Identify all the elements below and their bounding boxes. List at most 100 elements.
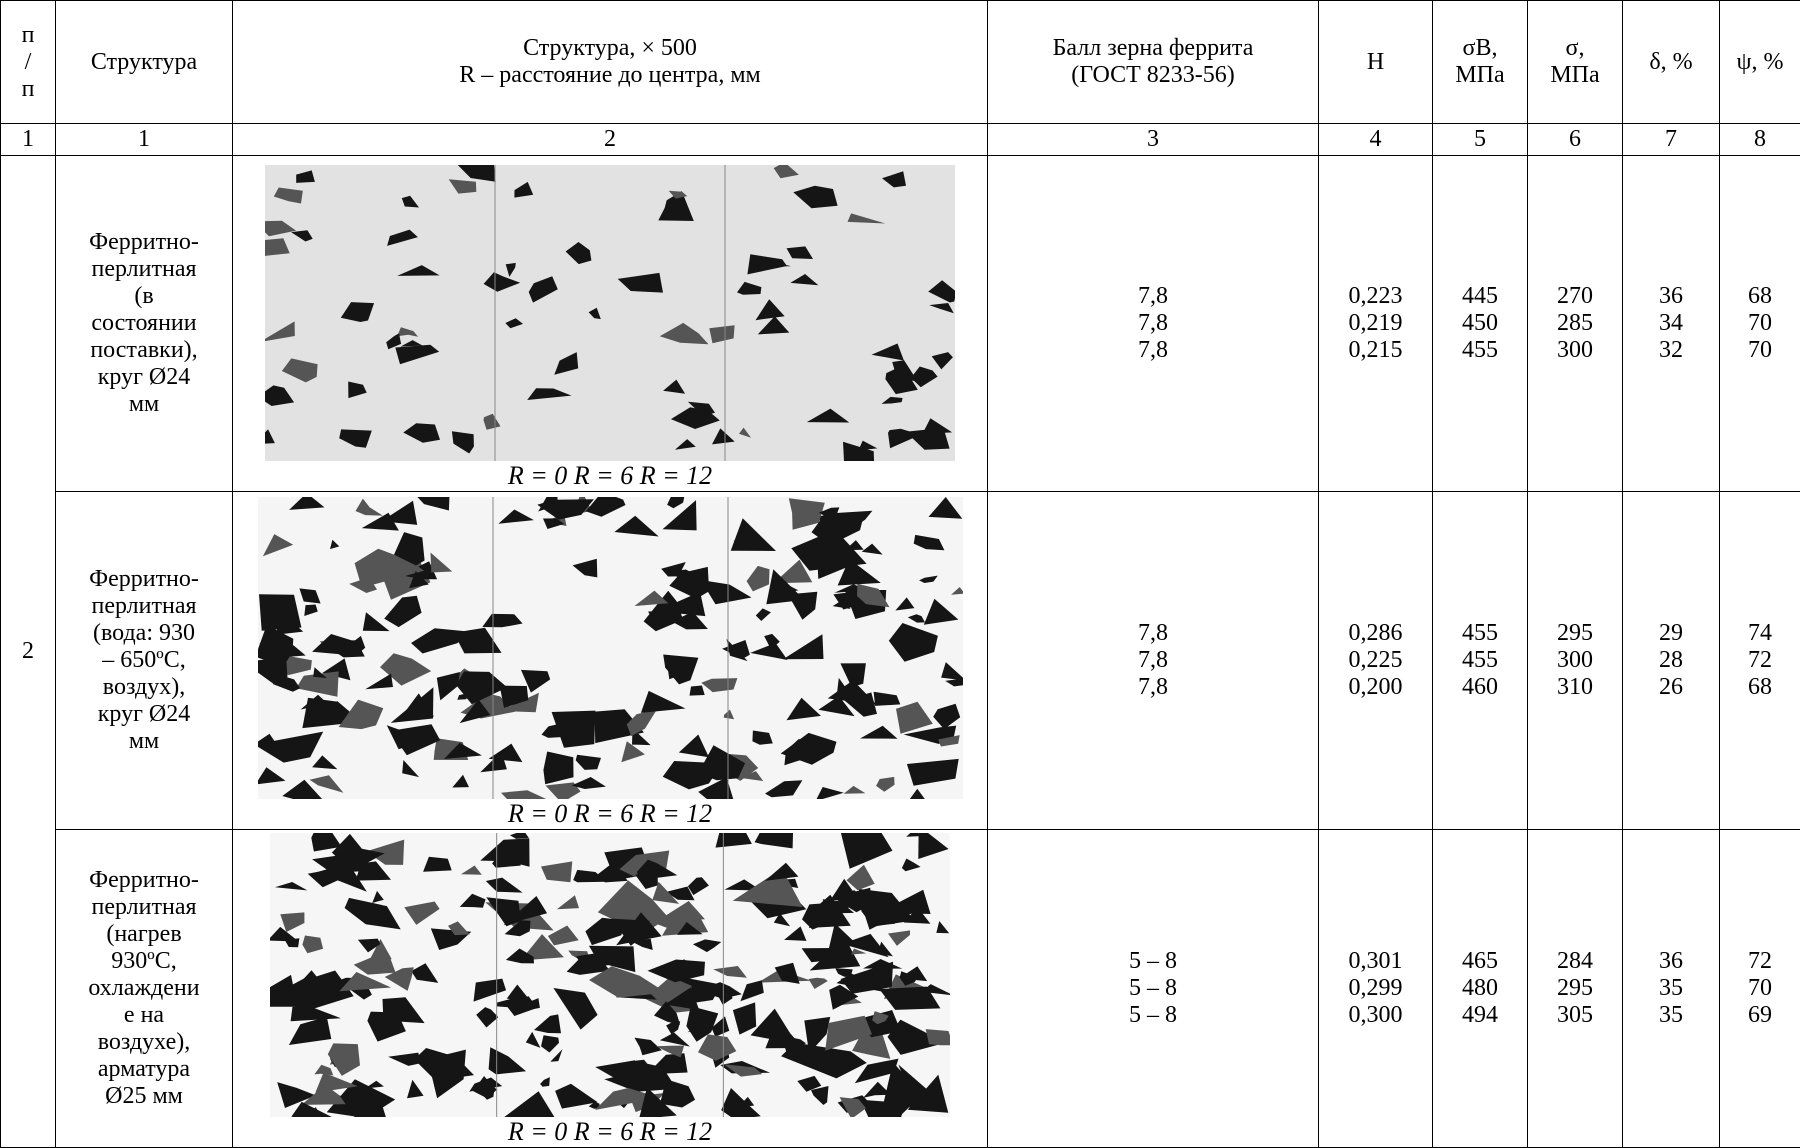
value-text: 300: [1528, 647, 1622, 674]
structure-text: перлитная: [56, 894, 232, 921]
structure-text: (в: [56, 283, 232, 310]
header-cell: δ, %: [1623, 1, 1720, 124]
column-number: 1: [56, 124, 233, 156]
value-text: 455: [1433, 647, 1527, 674]
micrograph: [258, 497, 963, 799]
header-text: Структура, × 500: [233, 35, 987, 62]
structure-text: 930ºС,: [56, 948, 232, 975]
header-text: σВ,: [1433, 35, 1527, 62]
column-number: 4: [1319, 124, 1433, 156]
value-text: 7,8: [988, 647, 1318, 674]
header-cell: σВ,МПа: [1433, 1, 1528, 124]
image-caption: R = 0 R = 6 R = 12: [233, 1117, 987, 1147]
image-cell: R = 0 R = 6 R = 12: [233, 156, 988, 492]
header-text: Балл зерна феррита: [988, 35, 1318, 62]
value-text: 7,8: [988, 620, 1318, 647]
header-cell: Структура: [56, 1, 233, 124]
image-caption: R = 0 R = 6 R = 12: [233, 461, 987, 491]
column-number: 5: [1433, 124, 1528, 156]
structure-text: (нагрев: [56, 921, 232, 948]
value-text: 29: [1623, 620, 1719, 647]
value-text: 480: [1433, 975, 1527, 1002]
structure-text: круг Ø24: [56, 364, 232, 391]
value-text: 70: [1720, 975, 1800, 1002]
value-text: 0,299: [1319, 975, 1432, 1002]
header-text: МПа: [1433, 62, 1527, 89]
value-text: 34: [1623, 310, 1719, 337]
value-text: 68: [1720, 283, 1800, 310]
value-text: 0,300: [1319, 1002, 1432, 1029]
value-text: 32: [1623, 337, 1719, 364]
structure-text: состоянии: [56, 310, 232, 337]
structure-text: е на: [56, 1002, 232, 1029]
value-text: 270: [1528, 283, 1622, 310]
value-text: 35: [1623, 975, 1719, 1002]
value-text: 0,200: [1319, 674, 1432, 701]
structure-text: Ферритно-: [56, 566, 232, 593]
value-text: 0,225: [1319, 647, 1432, 674]
value-text: 36: [1623, 948, 1719, 975]
value-text: 0,286: [1319, 620, 1432, 647]
value-text: 72: [1720, 647, 1800, 674]
value-text: 305: [1528, 1002, 1622, 1029]
value-text: 295: [1528, 975, 1622, 1002]
column-number: 7: [1623, 124, 1720, 156]
value-text: 455: [1433, 620, 1527, 647]
header-cell: Балл зерна феррита(ГОСТ 8233-56): [988, 1, 1319, 124]
structure-text: воздухе),: [56, 1029, 232, 1056]
header-cell: ψ, %: [1720, 1, 1800, 124]
structure-text: мм: [56, 391, 232, 418]
column-number: 3: [988, 124, 1319, 156]
image-cell: R = 0 R = 6 R = 12: [233, 492, 988, 830]
header-text: п: [1, 22, 55, 49]
structure-text: Ø25 мм: [56, 1083, 232, 1110]
structure-text: поставки),: [56, 337, 232, 364]
value-text: 284: [1528, 948, 1622, 975]
column-number: 1: [1, 124, 56, 156]
value-text: 35: [1623, 1002, 1719, 1029]
value-text: 455: [1433, 337, 1527, 364]
value-text: 69: [1720, 1002, 1800, 1029]
header-text: ψ, %: [1720, 49, 1800, 76]
value-text: 494: [1433, 1002, 1527, 1029]
header-cell: Н: [1319, 1, 1433, 124]
structure-text: Ферритно-: [56, 867, 232, 894]
header-cell: п/п: [1, 1, 56, 124]
header-text: Структура: [56, 49, 232, 76]
value-text: 460: [1433, 674, 1527, 701]
value-text: 0,223: [1319, 283, 1432, 310]
structure-cell: Ферритно-перлитная(вода: 930– 650ºС,возд…: [56, 492, 233, 830]
value-text: 5 – 8: [988, 1002, 1318, 1029]
structure-text: перлитная: [56, 593, 232, 620]
header-text: /: [1, 49, 55, 76]
structure-text: арматура: [56, 1056, 232, 1083]
value-text: 74: [1720, 620, 1800, 647]
structure-text: (вода: 930: [56, 620, 232, 647]
structure-text: охлаждени: [56, 975, 232, 1002]
value-text: 72: [1720, 948, 1800, 975]
header-text: Н: [1319, 49, 1432, 76]
value-text: 295: [1528, 620, 1622, 647]
value-text: 450: [1433, 310, 1527, 337]
value-text: 7,8: [988, 674, 1318, 701]
data-row: Ферритно-перлитная(вода: 930– 650ºС,возд…: [1, 492, 1800, 830]
micrograph: [265, 165, 955, 461]
column-number: 6: [1528, 124, 1623, 156]
value-text: 5 – 8: [988, 975, 1318, 1002]
value-text: 7,8: [988, 337, 1318, 364]
image-caption: R = 0 R = 6 R = 12: [233, 799, 987, 829]
